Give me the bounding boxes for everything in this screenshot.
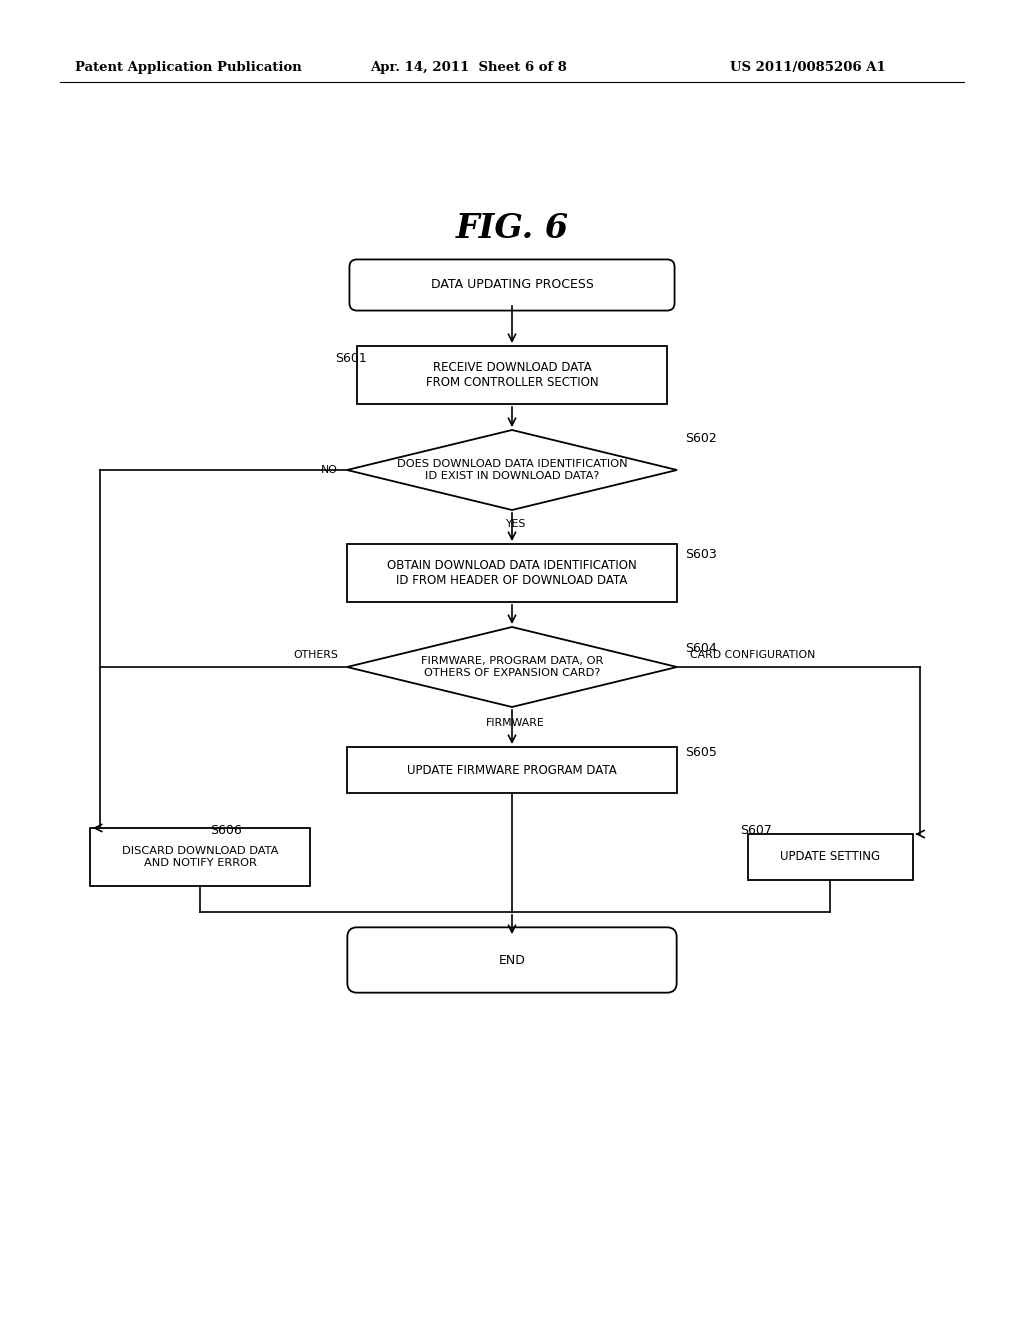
Text: S603: S603 [685, 549, 717, 561]
Polygon shape [347, 430, 677, 510]
Text: S604: S604 [685, 642, 717, 655]
FancyBboxPatch shape [347, 928, 677, 993]
Text: FIRMWARE, PROGRAM DATA, OR
OTHERS OF EXPANSION CARD?: FIRMWARE, PROGRAM DATA, OR OTHERS OF EXP… [421, 656, 603, 677]
Text: US 2011/0085206 A1: US 2011/0085206 A1 [730, 62, 886, 74]
Bar [347, 747, 677, 793]
Text: S602: S602 [685, 432, 717, 445]
Text: FIRMWARE: FIRMWARE [485, 718, 545, 729]
Bar [357, 346, 667, 404]
Text: OBTAIN DOWNLOAD DATA IDENTIFICATION
ID FROM HEADER OF DOWNLOAD DATA: OBTAIN DOWNLOAD DATA IDENTIFICATION ID F… [387, 558, 637, 587]
Text: S601: S601 [335, 351, 367, 364]
Text: FIG. 6: FIG. 6 [456, 211, 568, 244]
Text: END: END [499, 953, 525, 966]
FancyBboxPatch shape [349, 260, 675, 310]
Text: DATA UPDATING PROCESS: DATA UPDATING PROCESS [430, 279, 594, 292]
Bar [748, 834, 912, 880]
Text: S607: S607 [740, 824, 772, 837]
Text: OTHERS: OTHERS [293, 649, 338, 660]
Text: S606: S606 [210, 824, 242, 837]
Text: UPDATE SETTING: UPDATE SETTING [780, 850, 880, 863]
Text: RECEIVE DOWNLOAD DATA
FROM CONTROLLER SECTION: RECEIVE DOWNLOAD DATA FROM CONTROLLER SE… [426, 360, 598, 389]
Text: Apr. 14, 2011  Sheet 6 of 8: Apr. 14, 2011 Sheet 6 of 8 [370, 62, 567, 74]
Text: S605: S605 [685, 746, 717, 759]
Polygon shape [347, 627, 677, 708]
Text: CARD CONFIGURATION: CARD CONFIGURATION [690, 649, 815, 660]
Text: YES: YES [505, 519, 525, 529]
Bar [347, 544, 677, 602]
Bar [90, 828, 310, 886]
Text: Patent Application Publication: Patent Application Publication [75, 62, 302, 74]
Text: NO: NO [322, 465, 338, 475]
Text: DISCARD DOWNLOAD DATA
AND NOTIFY ERROR: DISCARD DOWNLOAD DATA AND NOTIFY ERROR [122, 846, 279, 867]
Text: DOES DOWNLOAD DATA IDENTIFICATION
ID EXIST IN DOWNLOAD DATA?: DOES DOWNLOAD DATA IDENTIFICATION ID EXI… [396, 459, 628, 480]
Text: UPDATE FIRMWARE PROGRAM DATA: UPDATE FIRMWARE PROGRAM DATA [408, 763, 616, 776]
